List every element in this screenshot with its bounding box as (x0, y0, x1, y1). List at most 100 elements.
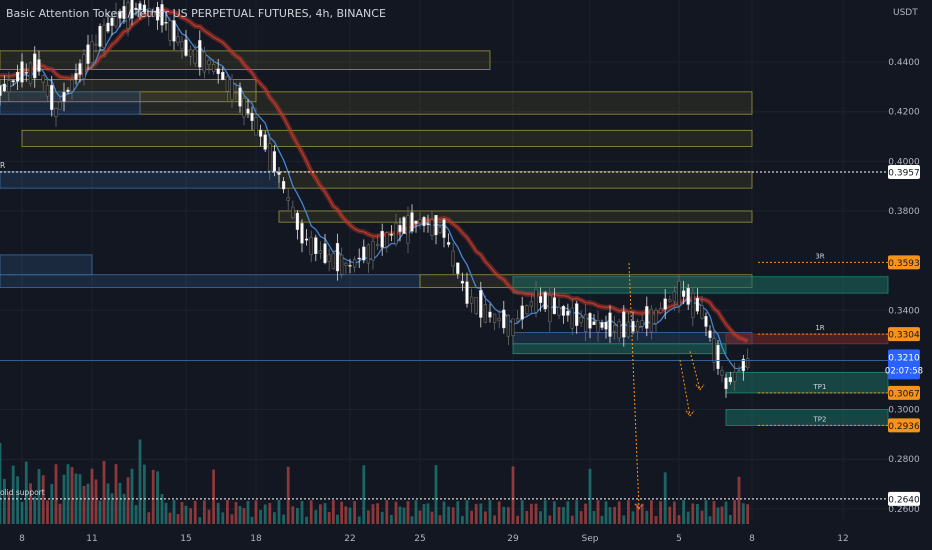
candle-body (604, 322, 608, 330)
volume-bar (70, 467, 74, 524)
candle-body (728, 377, 732, 383)
y-tick-label: 0.2600 (888, 505, 920, 515)
candle-body (552, 297, 556, 315)
candle-body (438, 226, 442, 233)
volume-bar (716, 507, 720, 524)
candle-body (654, 310, 658, 324)
chart-title: Basic Attention Token / Tether US PERPET… (6, 7, 386, 20)
volume-bar (305, 516, 308, 524)
volume-bar (176, 514, 180, 524)
zone-box (725, 333, 889, 345)
volume-bar (134, 505, 138, 524)
candles (0, 0, 750, 398)
volume-bar (7, 492, 11, 524)
volume-bar (82, 485, 86, 524)
candle-body (344, 262, 348, 266)
candle-body (588, 313, 592, 329)
price-tag-label: 0.3593 (888, 259, 920, 269)
volume-bar (390, 514, 393, 524)
volume-bar (250, 516, 254, 524)
volume-bar (259, 509, 262, 524)
candle-body (160, 4, 164, 26)
volume-bar (20, 501, 24, 524)
x-tick-label: 25 (414, 534, 425, 544)
candle-body (357, 257, 361, 260)
candle-body (277, 172, 281, 175)
candle-body (402, 217, 406, 234)
volume-bar (617, 501, 621, 524)
candle-body (126, 2, 130, 29)
candle-body (207, 60, 211, 65)
candle-body (686, 287, 690, 305)
candle-body (295, 212, 299, 230)
candle-body (20, 61, 24, 83)
candle-body (613, 325, 617, 332)
volume-bar (282, 514, 285, 524)
candle-body (16, 72, 20, 82)
volume-bar (696, 504, 699, 524)
volume-bar (570, 515, 574, 524)
candle-body (539, 296, 543, 303)
candle-body (86, 44, 90, 64)
volume-bar (367, 510, 370, 524)
volume-bar (631, 511, 635, 524)
volume-bar (497, 501, 501, 524)
candle-body (470, 296, 474, 304)
volume-bars (0, 439, 750, 524)
candle-body (659, 308, 663, 313)
volume-bar (3, 478, 6, 524)
volume-bar (691, 503, 695, 524)
candle-body (733, 372, 737, 382)
candle-body (7, 80, 11, 93)
candle-body (700, 305, 704, 319)
candle-body (62, 91, 66, 102)
volume-bar (438, 515, 442, 524)
candle-body (74, 73, 78, 80)
volume-bar (720, 506, 724, 524)
candle-body (33, 53, 37, 79)
volume-bar (534, 503, 538, 524)
volume-bar (398, 506, 402, 524)
candle-body (242, 98, 246, 118)
candle-body (410, 212, 414, 232)
price-tag-label: 0.3957 (888, 169, 920, 179)
candle-body (575, 303, 579, 326)
candle-body (497, 318, 501, 321)
candle-body (202, 51, 206, 73)
candle-body (114, 11, 118, 27)
target-arrows (628, 263, 705, 510)
candle-body (529, 301, 533, 307)
candle-body (385, 232, 389, 247)
volume-bar (557, 507, 561, 524)
candle-body (198, 40, 202, 68)
candle-body (118, 11, 122, 19)
volume-bar (207, 509, 211, 524)
candle-body (695, 297, 699, 312)
candle-body (41, 75, 45, 83)
candle-body (318, 250, 322, 254)
volume-bar (402, 507, 406, 524)
level-label: TP2 (813, 415, 827, 423)
volume-bar (29, 483, 32, 524)
volume-bar (502, 506, 506, 524)
candle-body (668, 299, 672, 302)
target-arrow-head (695, 384, 705, 391)
candle-body (54, 108, 58, 118)
volume-bar (216, 502, 220, 524)
countdown-label: 02:07:58 (885, 366, 923, 376)
volume-bar (516, 515, 519, 524)
candle-body (442, 219, 446, 238)
candle-body (138, 3, 142, 11)
candle-body (570, 307, 574, 329)
candle-body (691, 293, 695, 318)
volume-bar (654, 516, 658, 524)
candle-body (327, 254, 331, 262)
candle-body (596, 319, 600, 333)
volume-bar (327, 512, 331, 524)
volume-bar (456, 501, 460, 524)
volume-bar (410, 516, 414, 524)
candle-body (741, 358, 745, 372)
price-tag-label: 0.3067 (888, 389, 920, 399)
target-arrow-head (685, 410, 695, 417)
